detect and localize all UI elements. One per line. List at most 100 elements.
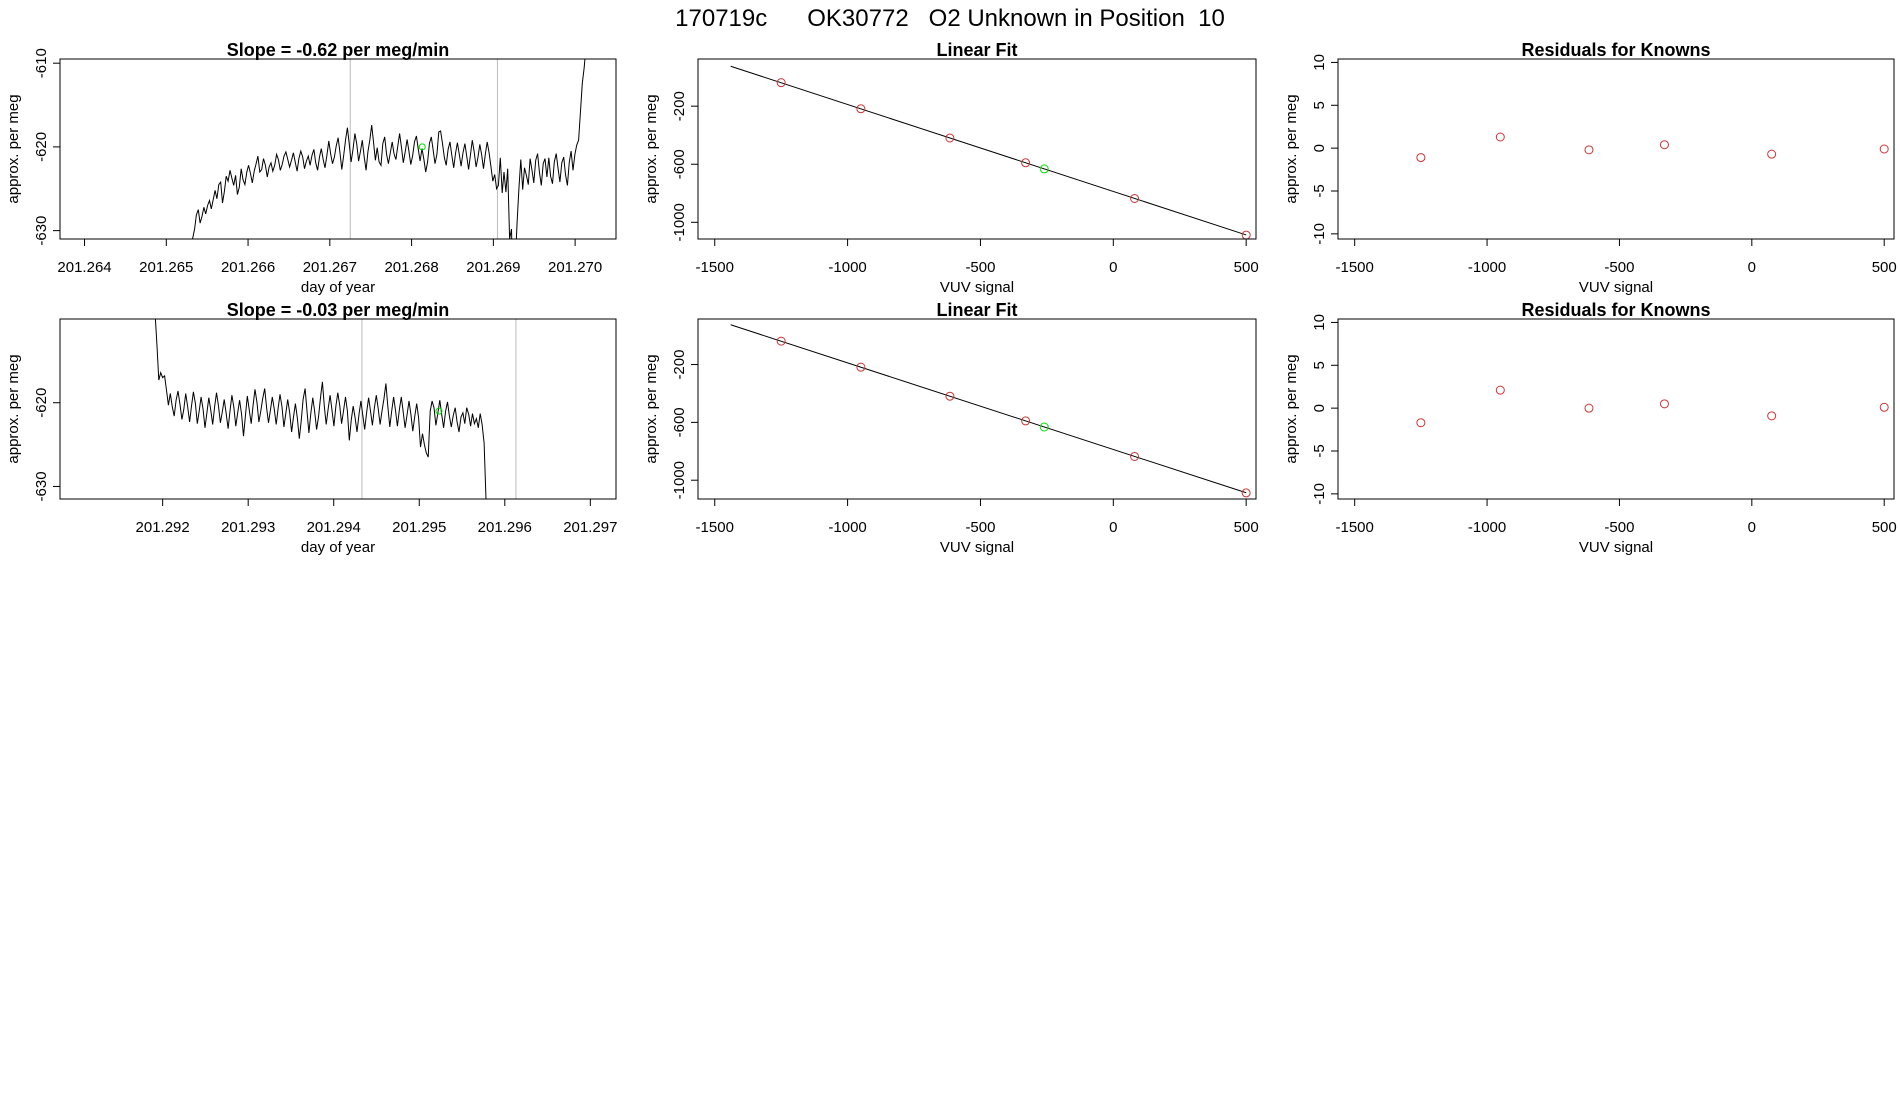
- fit-line: [730, 324, 1247, 494]
- y-tick-label: -10: [1311, 223, 1328, 245]
- x-tick-label: -1000: [828, 519, 866, 536]
- x-tick-label: -500: [965, 519, 995, 536]
- x-tick-label: 201.267: [303, 259, 357, 276]
- data-point: [1416, 418, 1426, 428]
- data-point: [856, 362, 866, 372]
- x-tick-label: 201.270: [548, 259, 602, 276]
- data-point: [1241, 488, 1251, 498]
- x-tick-label: 500: [1234, 519, 1259, 536]
- x-tick-label: -500: [965, 259, 995, 276]
- y-tick-label: 10: [1311, 54, 1328, 71]
- x-tick-label: 500: [1234, 259, 1259, 276]
- x-tick-label: -500: [1604, 519, 1634, 536]
- plot-area: [1416, 385, 1889, 428]
- x-tick-label: 0: [1748, 259, 1756, 276]
- data-point: [1659, 399, 1669, 409]
- panel-title: Linear Fit: [936, 300, 1017, 320]
- x-axis-label: day of year: [301, 279, 375, 296]
- plot-frame: [1337, 58, 1895, 240]
- data-point: [1416, 153, 1426, 163]
- panel-row2-timeseries: Slope = -0.03 per meg/min day of year appr…: [5, 300, 617, 556]
- data-point: [945, 391, 955, 401]
- x-axis-label: day of year: [301, 539, 375, 556]
- panel-row1-timeseries: Slope = -0.62 per meg/min day of year appr…: [5, 40, 617, 296]
- y-tick-label: -5: [1311, 444, 1328, 457]
- x-tick-label: 201.292: [136, 519, 190, 536]
- y-axis-label: approx. per meg: [5, 354, 22, 463]
- x-tick-label: 0: [1748, 519, 1756, 536]
- data-point: [1130, 194, 1140, 203]
- plot-area: [191, 59, 586, 239]
- y-tick-label: 5: [1311, 101, 1328, 109]
- panel-title: Slope = -0.62 per meg/min: [227, 40, 450, 60]
- y-tick-label: 5: [1311, 361, 1328, 369]
- data-point: [1584, 145, 1594, 155]
- x-tick-label: -1000: [1468, 259, 1506, 276]
- y-tick-label: -10: [1311, 483, 1328, 505]
- y-tick-label: 10: [1311, 314, 1328, 331]
- x-tick-label: 201.294: [307, 519, 361, 536]
- y-tick-label: -600: [671, 149, 688, 179]
- data-point: [1495, 385, 1505, 395]
- x-axis-label: VUV signal: [1579, 539, 1653, 556]
- unknown-point: [1039, 164, 1049, 174]
- data-point: [776, 78, 786, 88]
- plot-area: [730, 324, 1251, 498]
- page-title: 170719c OK30772 O2 Unknown in Position 1…: [675, 5, 1225, 32]
- x-tick-label: 201.296: [478, 519, 532, 536]
- x-tick-label: 500: [1872, 259, 1897, 276]
- unknown-marker: [435, 407, 443, 415]
- y-tick-label: 0: [1311, 404, 1328, 412]
- x-tick-label: -1500: [696, 519, 734, 536]
- y-axis-label: approx. per meg: [643, 354, 660, 463]
- panel-row2-residuals: Residuals for Knowns VUV signal approx. pe…: [1283, 300, 1897, 556]
- x-tick-label: 500: [1872, 519, 1897, 536]
- x-tick-label: -1000: [828, 259, 866, 276]
- x-tick-label: -1500: [696, 259, 734, 276]
- panel-title: Linear Fit: [936, 40, 1017, 60]
- x-tick-label: 201.295: [392, 519, 446, 536]
- x-tick-label: 201.269: [466, 259, 520, 276]
- y-axis-label: approx. per meg: [1283, 94, 1300, 203]
- data-point: [1767, 411, 1777, 421]
- plot-frame: [697, 318, 1257, 500]
- panel-row2-linearfit: Linear Fit VUV signal approx. per meg -1500…: [643, 300, 1259, 556]
- y-axis-label: approx. per meg: [1283, 354, 1300, 463]
- data-point: [1495, 132, 1505, 142]
- x-tick-label: 0: [1109, 259, 1117, 276]
- plot-frame: [1337, 318, 1895, 500]
- data-point: [1021, 416, 1031, 426]
- y-tick-label: -5: [1311, 184, 1328, 197]
- data-point: [1241, 230, 1251, 239]
- x-tick-label: -1000: [1468, 519, 1506, 536]
- fit-line: [730, 65, 1247, 236]
- x-tick-label: -1500: [1335, 519, 1373, 536]
- series-line: [191, 59, 586, 239]
- data-point: [856, 104, 866, 114]
- panel-title: Slope = -0.03 per meg/min: [227, 300, 450, 320]
- y-axis-label: approx. per meg: [5, 94, 22, 203]
- panel-row1-linearfit: Linear Fit VUV signal approx. per meg -1500…: [643, 40, 1259, 296]
- data-point: [1767, 149, 1777, 159]
- panel-title: Residuals for Knowns: [1521, 40, 1710, 60]
- plot-frame: [697, 58, 1257, 240]
- x-tick-label: 201.297: [563, 519, 617, 536]
- y-tick-label: -610: [33, 48, 50, 78]
- data-point: [1021, 158, 1031, 168]
- y-tick-label: -1000: [671, 461, 688, 499]
- data-point: [945, 133, 955, 143]
- y-tick-label: -620: [33, 388, 50, 418]
- data-point: [1584, 403, 1594, 413]
- x-tick-label: 201.264: [57, 259, 111, 276]
- plot-area: [730, 65, 1251, 239]
- x-axis-label: VUV signal: [940, 279, 1014, 296]
- plot-area: [154, 319, 517, 499]
- x-tick-label: 201.265: [139, 259, 193, 276]
- y-tick-label: -630: [33, 216, 50, 246]
- x-tick-label: -1500: [1335, 259, 1373, 276]
- y-tick-label: -200: [671, 350, 688, 380]
- y-tick-label: -600: [671, 407, 688, 437]
- x-tick-label: 0: [1109, 519, 1117, 536]
- data-point: [776, 336, 786, 346]
